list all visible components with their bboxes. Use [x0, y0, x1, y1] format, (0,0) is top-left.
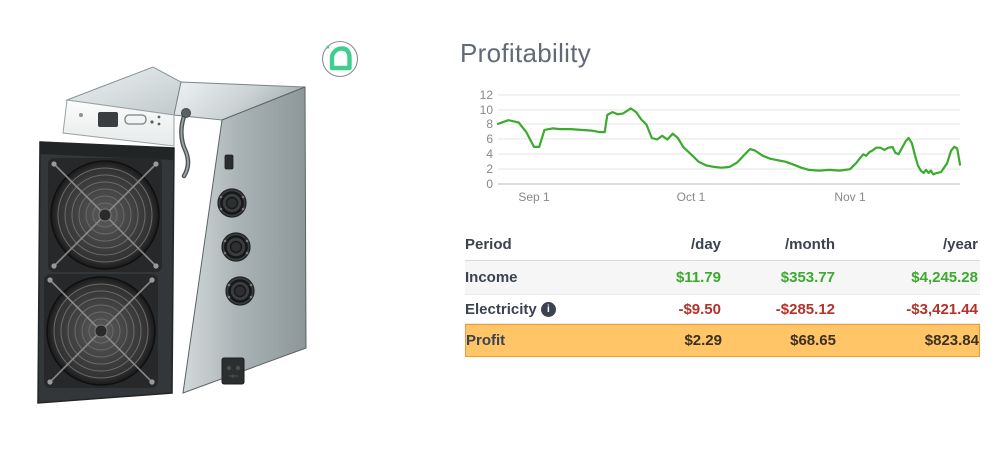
svg-text:0: 0: [486, 177, 493, 191]
svg-text:2: 2: [486, 162, 493, 176]
svg-text:Nov 1: Nov 1: [834, 190, 866, 204]
svg-text:8: 8: [486, 117, 493, 131]
svg-text:6: 6: [486, 132, 493, 146]
svg-text:Oct 1: Oct 1: [677, 190, 706, 204]
svg-text:Sep 1: Sep 1: [518, 190, 550, 204]
svg-text:12: 12: [480, 88, 494, 102]
svg-text:4: 4: [486, 147, 493, 161]
svg-text:10: 10: [480, 103, 494, 117]
